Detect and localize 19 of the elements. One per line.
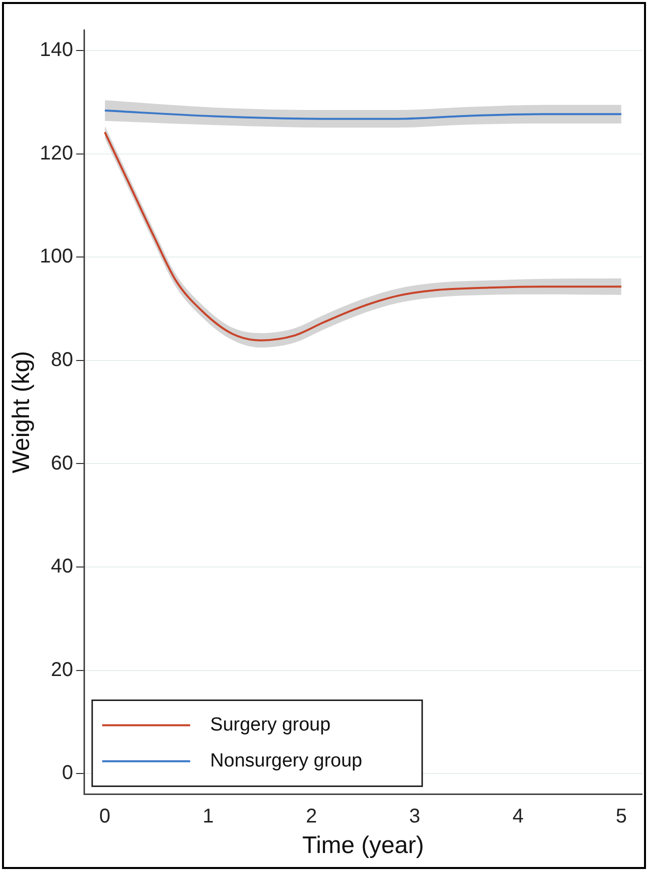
y-tick-label: 60 bbox=[50, 452, 74, 474]
y-tick-label: 140 bbox=[40, 39, 74, 62]
x-tick-label: 3 bbox=[409, 806, 420, 828]
x-tick-label: 5 bbox=[616, 806, 627, 828]
y-axis-title: Weight (kg) bbox=[8, 350, 36, 474]
x-tick-label: 0 bbox=[99, 806, 110, 828]
y-tick-label: 80 bbox=[50, 348, 74, 371]
legend-label: Nonsurgery group bbox=[210, 750, 362, 772]
x-tick-label: 2 bbox=[306, 806, 317, 828]
x-tick-label: 1 bbox=[202, 806, 214, 828]
y-tick-label: 0 bbox=[62, 762, 74, 784]
y-tick-label: 120 bbox=[40, 142, 74, 164]
line-series bbox=[104, 110, 622, 120]
y-tick-label: 100 bbox=[40, 246, 74, 268]
x-axis-title: Time (year) bbox=[302, 832, 424, 860]
x-tick-label: 4 bbox=[512, 806, 524, 828]
y-tick-label: 20 bbox=[50, 658, 74, 681]
y-tick-label: 40 bbox=[50, 556, 74, 578]
legend-label: Surgery group bbox=[210, 714, 331, 736]
